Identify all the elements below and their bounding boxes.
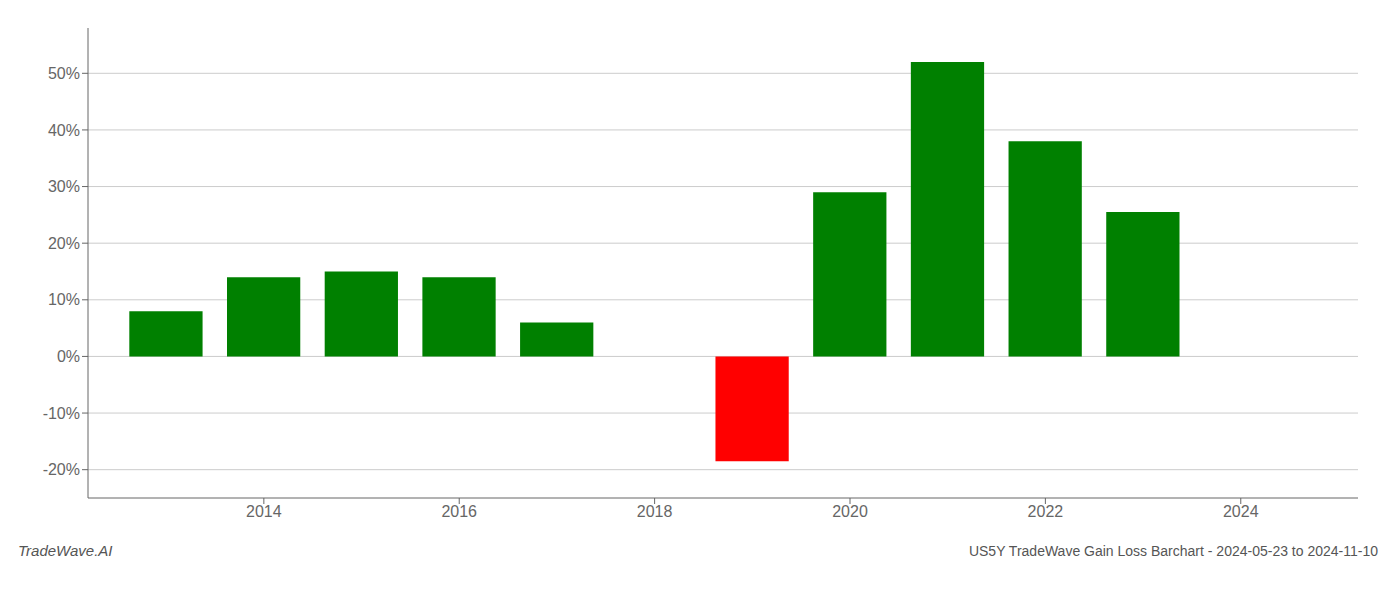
svg-text:10%: 10%	[48, 291, 80, 308]
html-text:TradeWave.AI: TradeWave.AI	[18, 542, 113, 559]
svg-text:2024: 2024	[1223, 503, 1259, 520]
svg-text:2018: 2018	[637, 503, 673, 520]
svg-text:2022: 2022	[1028, 503, 1064, 520]
svg-text:-10%: -10%	[43, 405, 80, 422]
svg-text:2020: 2020	[832, 503, 868, 520]
svg-text:40%: 40%	[48, 122, 80, 139]
svg-text:2014: 2014	[246, 503, 282, 520]
svg-text:0%: 0%	[57, 348, 80, 365]
svg-text:2016: 2016	[441, 503, 477, 520]
svg-text:50%: 50%	[48, 65, 80, 82]
svg-text:30%: 30%	[48, 178, 80, 195]
svg-text:20%: 20%	[48, 235, 80, 252]
svg-text:-20%: -20%	[43, 461, 80, 478]
html-text:US5Y TradeWave Gain Loss Barch: US5Y TradeWave Gain Loss Barchart - 2024…	[968, 543, 1378, 559]
